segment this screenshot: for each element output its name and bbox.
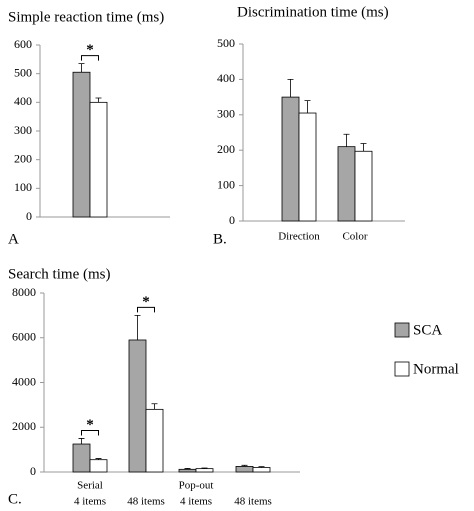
group-label: Pop-out: [179, 480, 214, 492]
y-tick-label: 0: [229, 213, 235, 227]
y-tick-label: 600: [14, 37, 32, 51]
y-tick-label: 300: [14, 123, 32, 137]
significance-bracket: [81, 55, 99, 61]
bar: [195, 468, 214, 473]
y-tick-label: 8000: [12, 285, 36, 299]
y-tick-label: 100: [14, 180, 32, 194]
error-bar: [258, 466, 265, 468]
y-tick-label: 400: [14, 94, 32, 108]
bar: [337, 146, 356, 222]
legend-label: Normal: [413, 361, 459, 377]
significance-star: *: [86, 417, 94, 433]
error-bar: [241, 464, 248, 467]
error-bar: [201, 467, 208, 469]
significance-bracket: [81, 429, 99, 436]
bar: [145, 408, 164, 473]
bar: [89, 459, 108, 473]
y-tick-label: 0: [26, 209, 32, 223]
y-tick-label: 200: [217, 142, 235, 156]
bar: [252, 467, 271, 473]
legend-swatch: [394, 322, 410, 338]
error-bar: [95, 97, 102, 103]
panel-label: B.: [213, 231, 227, 247]
x-tick-label: Direction: [278, 231, 320, 243]
significance-bracket: [137, 306, 155, 313]
x-tick-label: 48 items: [127, 496, 165, 508]
panel-label: C.: [8, 491, 22, 507]
significance-star: *: [142, 294, 150, 310]
bar: [72, 443, 91, 473]
bar: [72, 71, 91, 218]
bar: [281, 96, 300, 222]
error-bar: [95, 458, 102, 460]
y-tick-label: 300: [217, 107, 235, 121]
y-tick-label: 0: [30, 464, 36, 478]
y-tick-label: 100: [217, 177, 235, 191]
group-label: Serial: [77, 480, 103, 492]
chart-title: Search time (ms): [8, 266, 110, 282]
error-bar: [304, 100, 311, 114]
y-tick-label: 200: [14, 151, 32, 165]
error-bar: [78, 63, 85, 73]
bar: [128, 339, 147, 473]
y-tick-label: 500: [217, 36, 235, 50]
chart-title: Simple reaction time (ms): [8, 9, 164, 25]
bar: [235, 466, 254, 473]
x-tick-label: 4 items: [74, 496, 106, 508]
panel-label: A: [8, 231, 19, 247]
bar: [354, 150, 373, 222]
x-tick-label: 4 items: [180, 496, 212, 508]
legend-label: SCA: [413, 322, 442, 338]
bar: [298, 112, 317, 222]
chart-title: Discrimination time (ms): [237, 4, 389, 20]
bar: [178, 468, 197, 473]
error-bar: [360, 143, 367, 152]
y-tick-label: 4000: [12, 374, 36, 388]
bar: [89, 101, 108, 218]
significance-star: *: [86, 42, 94, 58]
error-bar: [184, 468, 191, 470]
error-bar: [287, 79, 294, 98]
error-bar: [134, 314, 141, 340]
y-tick-label: 6000: [12, 330, 36, 344]
error-bar: [343, 133, 350, 147]
error-bar: [78, 438, 85, 445]
y-tick-label: 400: [217, 71, 235, 85]
y-tick-label: 500: [14, 65, 32, 79]
error-bar: [151, 403, 158, 410]
legend-swatch: [394, 361, 410, 377]
x-tick-label: 48 items: [234, 496, 272, 508]
y-tick-label: 2000: [12, 419, 36, 433]
x-tick-label: Color: [342, 231, 367, 243]
